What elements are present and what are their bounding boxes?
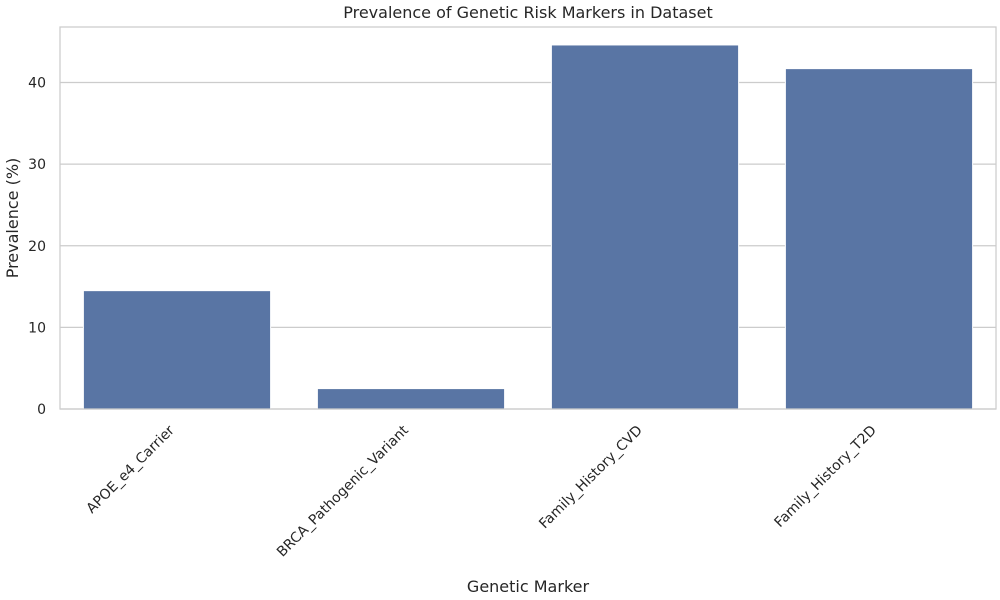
x-tick-label: Family_History_CVD bbox=[536, 423, 646, 533]
y-tick-label: 30 bbox=[28, 157, 46, 173]
bar-apoe-e4-carrier bbox=[82, 290, 272, 410]
x-tick-label: BRCA_Pathogenic_Variant bbox=[274, 422, 412, 560]
y-tick-label: 40 bbox=[28, 76, 46, 92]
x-tick-labels: APOE_e4_Carrier BRCA_Pathogenic_Variant Fa… bbox=[84, 422, 880, 560]
x-tick-label: APOE_e4_Carrier bbox=[84, 422, 178, 516]
y-tick-label: 20 bbox=[28, 239, 46, 255]
y-tick-labels: 0 10 20 30 40 bbox=[28, 76, 46, 418]
y-axis-label: Prevalence (%) bbox=[3, 158, 22, 279]
plot-frame bbox=[59, 26, 997, 410]
bar-brca-pathogenic-variant bbox=[316, 388, 506, 410]
x-axis-label: Genetic Marker bbox=[467, 577, 590, 596]
bar-family-history-t2d bbox=[784, 68, 974, 410]
chart-title: Prevalence of Genetic Risk Markers in Da… bbox=[343, 3, 713, 22]
bar-family-history-cvd bbox=[550, 44, 740, 410]
y-tick-label: 0 bbox=[37, 402, 46, 418]
bars bbox=[82, 44, 974, 410]
y-tick-label: 10 bbox=[28, 320, 46, 336]
x-tick-label: Family_History_T2D bbox=[772, 423, 880, 531]
